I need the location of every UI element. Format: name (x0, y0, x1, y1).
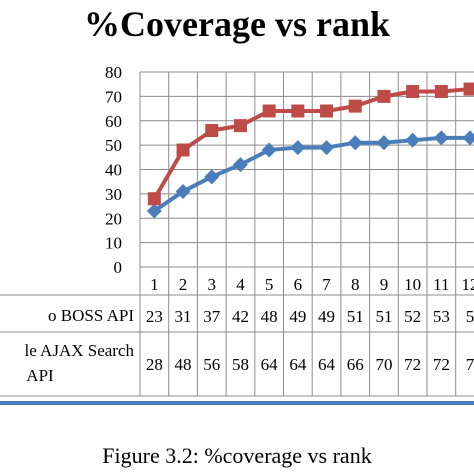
data-point-yahoo (319, 140, 335, 156)
data-point-google (262, 104, 276, 118)
x-tick-label: 11 (433, 275, 449, 294)
x-tick-label: 2 (179, 275, 188, 294)
data-point-yahoo (261, 142, 277, 158)
table-cell-yahoo: 49 (289, 307, 306, 326)
table-cell-yahoo: 5 (466, 307, 474, 326)
data-point-google (320, 104, 334, 118)
table-cell-yahoo: 31 (175, 307, 192, 326)
y-tick-label-50: 50 (105, 136, 122, 155)
table-cell-google: 7 (466, 355, 474, 374)
table-cell-yahoo: 51 (347, 307, 364, 326)
table-cell-yahoo: 49 (318, 307, 335, 326)
x-tick-label: 8 (351, 275, 360, 294)
table-cell-yahoo: 51 (375, 307, 392, 326)
table-cell-google: 58 (232, 355, 249, 374)
data-point-yahoo (405, 132, 421, 148)
table-cell-google: 56 (203, 355, 220, 374)
x-tick-label: 6 (294, 275, 303, 294)
table-cell-google: 64 (261, 355, 279, 374)
data-point-google (434, 85, 448, 98)
series-label-google-line1: le AJAX Search (24, 341, 134, 360)
data-point-google (205, 124, 219, 137)
data-point-yahoo (175, 183, 191, 199)
y-tick-label-30: 30 (105, 185, 122, 204)
table-cell-yahoo: 52 (404, 307, 421, 326)
table-cell-yahoo: 23 (146, 307, 163, 326)
x-tick-label: 12 (462, 275, 474, 294)
data-point-google (147, 192, 161, 206)
x-tick-label: 4 (236, 275, 245, 294)
data-point-yahoo (462, 130, 474, 146)
data-point-google (348, 99, 362, 113)
table-cell-google: 48 (175, 355, 192, 374)
data-point-yahoo (347, 135, 363, 151)
table-cell-google: 70 (375, 355, 392, 374)
table-cell-yahoo: 37 (203, 307, 221, 326)
table-cell-google: 64 (289, 355, 307, 374)
series-label-yahoo: o BOSS API (48, 306, 134, 325)
data-point-google (176, 143, 190, 157)
data-point-google (377, 89, 391, 103)
data-point-google (463, 82, 474, 96)
y-tick-label-20: 20 (105, 209, 122, 228)
x-tick-label: 1 (150, 275, 159, 294)
x-tick-label: 9 (380, 275, 389, 294)
data-point-google (406, 85, 420, 98)
table-cell-yahoo: 48 (261, 307, 278, 326)
table-cell-yahoo: 42 (232, 307, 249, 326)
table-cell-google: 72 (404, 355, 421, 374)
y-tick-label-40: 40 (105, 161, 122, 180)
x-tick-label: 5 (265, 275, 274, 294)
y-tick-label-60: 60 (105, 112, 122, 131)
y-tick-label-80: 80 (105, 63, 122, 82)
y-tick-label-70: 70 (105, 87, 122, 106)
data-point-yahoo (204, 169, 220, 185)
table-cell-google: 72 (433, 355, 450, 374)
table-cell-google: 66 (347, 355, 364, 374)
series-label-google-line2: API (26, 366, 54, 385)
data-point-google (233, 119, 247, 133)
y-tick-label-10: 10 (105, 234, 122, 253)
data-point-yahoo (146, 203, 162, 219)
x-tick-label: 3 (208, 275, 217, 294)
x-tick-label: 10 (404, 275, 421, 294)
table-cell-yahoo: 53 (433, 307, 450, 326)
data-point-yahoo (433, 130, 449, 146)
x-tick-label: 7 (322, 275, 331, 294)
data-point-yahoo (290, 140, 306, 156)
data-point-yahoo (232, 157, 248, 173)
table-cell-google: 28 (146, 355, 163, 374)
data-point-google (291, 104, 305, 118)
y-tick-label-0: 0 (114, 258, 123, 277)
chart-title: %Coverage vs rank (84, 4, 390, 44)
table-cell-google: 64 (318, 355, 336, 374)
figure-caption: Figure 3.2: %coverage vs rank (102, 443, 372, 468)
data-point-yahoo (376, 135, 392, 151)
